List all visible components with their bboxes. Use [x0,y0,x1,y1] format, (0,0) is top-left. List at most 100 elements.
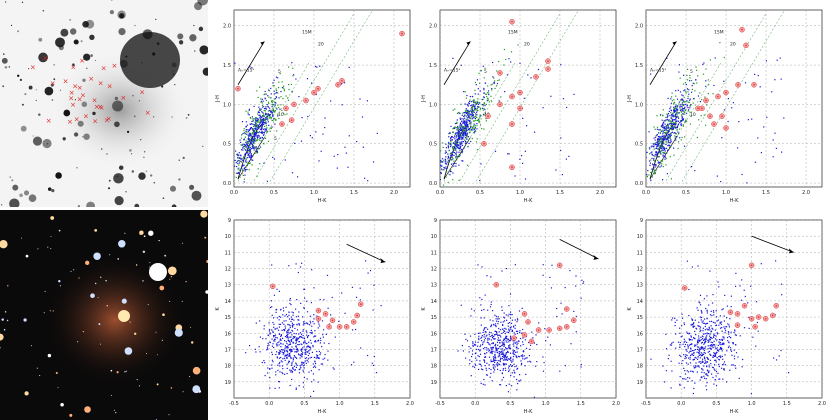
class-star-point [678,148,679,149]
field-star-point [254,136,255,137]
field-star-point [286,337,287,338]
field-star-point [501,270,502,271]
field-star-point [460,127,461,128]
star [141,62,142,63]
class-star-point [249,151,250,152]
star [127,131,129,133]
field-star-point [470,141,471,142]
field-star-point [639,172,640,173]
field-star-point [445,150,446,151]
field-star-point [704,342,705,343]
star [137,379,138,380]
field-star-point [229,167,230,168]
field-star-point [282,352,283,353]
field-star-point [695,362,696,363]
field-star-point [693,355,694,356]
field-star-point [720,322,721,323]
class-star-point [248,141,249,142]
field-star-point [510,360,511,361]
field-star-point [721,327,722,328]
field-star-point [341,83,342,84]
field-star-point [322,363,323,364]
class-star-point [694,83,695,84]
field-star-point [271,264,272,265]
field-star-point [240,155,241,156]
highlighted-source-center [318,310,320,312]
star [143,29,153,39]
class-star-point [256,152,257,153]
field-star-point [475,118,476,119]
field-star-point [482,342,483,343]
field-star-point [507,153,508,154]
star [125,191,126,192]
class-star-point [675,96,676,97]
y-tick-label: 19 [637,380,643,386]
field-star-point [345,313,346,314]
star [90,54,93,57]
star [175,329,183,337]
field-star-point [693,350,694,351]
class-star-point [674,107,675,108]
class-star-point [655,129,656,130]
class-star-point [674,127,675,128]
field-star-point [508,352,509,353]
field-star-point [487,375,488,376]
field-star-point [468,103,469,104]
field-star-point [304,340,305,341]
class-star-point [670,112,671,113]
field-star-point [322,334,323,335]
field-star-point [285,326,286,327]
field-star-point [721,368,722,369]
field-star-point [700,363,701,364]
field-star-point [476,360,477,361]
field-star-point [460,124,461,125]
class-star-point [252,130,253,131]
class-star-point [685,82,686,83]
field-star-point [478,336,479,337]
field-star-point [466,130,467,131]
class-star-point [468,146,469,147]
class-star-point [453,161,454,162]
field-star-point [690,355,691,356]
field-star-point [514,366,515,367]
field-star-point [479,364,480,365]
field-star-point [488,348,489,349]
field-star-point [487,310,488,311]
field-star-point [544,362,545,363]
class-star-point [449,143,450,144]
field-star-point [464,134,465,135]
field-star-point [468,346,469,347]
field-star-point [470,96,471,97]
field-star-point [742,366,743,367]
annotation-label: 5 [484,69,487,75]
field-star-point [327,275,328,276]
field-star-point [689,80,690,81]
field-star-point [712,377,713,378]
star [157,42,160,45]
field-star-point [718,345,719,346]
field-star-point [267,367,268,368]
field-star-point [718,325,719,326]
class-star-point [236,173,237,174]
star [55,172,62,179]
class-star-point [263,113,264,114]
field-star-point [493,364,494,365]
class-star-point [274,85,275,86]
field-star-point [262,99,263,100]
field-star-point [267,372,268,373]
class-star-point [288,67,289,68]
field-star-point [517,319,518,320]
class-star-point [432,149,433,150]
class-star-point [712,93,713,94]
field-star-point [524,358,525,359]
field-star-point [344,147,345,148]
field-star-point [462,145,463,146]
field-star-point [510,340,511,341]
field-star-point [284,340,285,341]
field-star-point [284,358,285,359]
field-star-point [735,365,736,366]
star [118,240,126,248]
annotation-label: 5 [690,69,693,75]
field-star-point [754,74,755,75]
field-star-point [532,337,533,338]
